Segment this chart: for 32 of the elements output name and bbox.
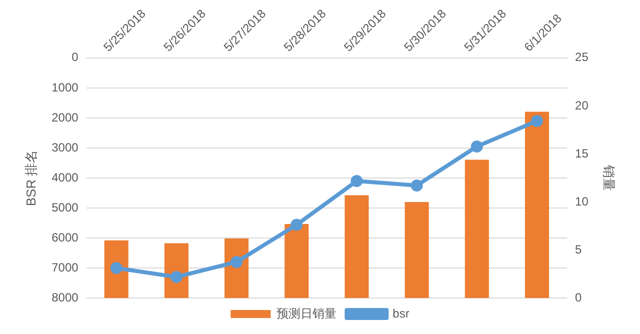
y-tick-label: 7000	[52, 260, 79, 274]
point	[230, 256, 243, 268]
y-tick-label: 2000	[52, 110, 79, 124]
y-tick-label: 8000	[52, 290, 79, 304]
bar	[344, 195, 369, 298]
y2-axis-title: 销量	[602, 164, 617, 191]
y2-tick-label: 25	[575, 50, 589, 64]
y-tick-label: 4000	[52, 170, 79, 184]
y-tick-label: 1000	[52, 80, 79, 94]
y-tick-label: 3000	[52, 140, 79, 154]
y2-tick-label: 10	[575, 194, 589, 208]
legend-label: bsr	[392, 306, 410, 320]
bar	[464, 160, 489, 298]
point	[410, 179, 423, 192]
point	[470, 140, 483, 152]
y2-tick-label: 15	[575, 146, 589, 160]
y-axis-title: BSR 排名	[23, 150, 38, 206]
bar	[404, 202, 429, 298]
y-tick-label: 6000	[52, 230, 79, 244]
point	[170, 270, 182, 283]
point	[290, 218, 303, 231]
legend-label: 预测日销量	[276, 306, 337, 320]
y2-tick-label: 20	[575, 98, 589, 112]
bar	[284, 224, 309, 298]
y-tick-label: 0	[72, 50, 79, 64]
y2-tick-label: 0	[575, 290, 582, 304]
bar	[524, 112, 550, 298]
y2-tick-label: 5	[575, 242, 582, 256]
y-tick-label: 5000	[52, 200, 79, 214]
point	[531, 114, 544, 127]
point	[110, 262, 122, 274]
point	[350, 174, 363, 187]
